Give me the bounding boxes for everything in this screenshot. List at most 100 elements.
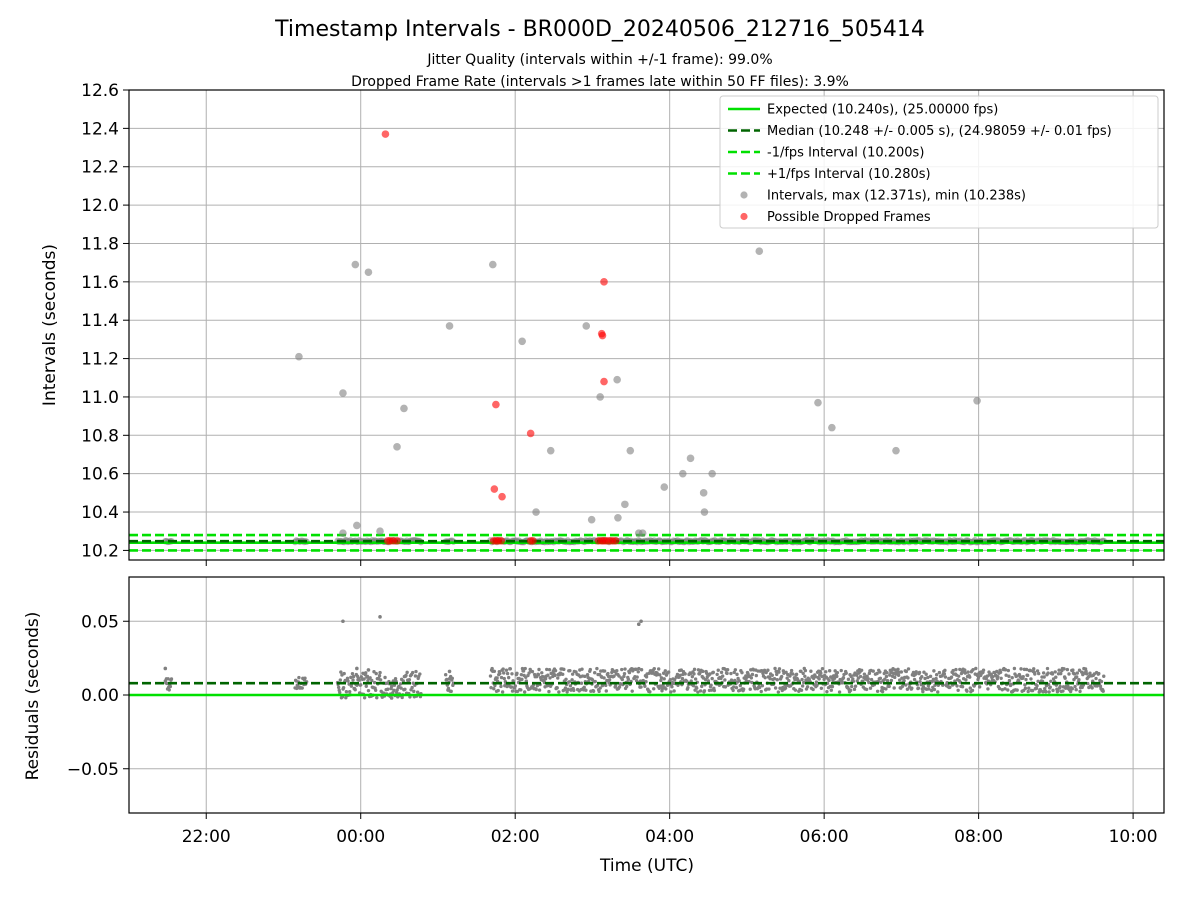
interval-point-32 [892, 446, 900, 455]
residual-point-4-429 [725, 671, 729, 676]
residual-point-4-139 [565, 690, 569, 694]
interval-point-24 [679, 469, 687, 478]
residual-point-4-96 [541, 675, 546, 679]
residual-point-4-93 [540, 671, 544, 675]
residual-point-4-440 [731, 688, 735, 693]
residual-point-2-78 [378, 678, 383, 682]
residual-point-4-269 [637, 666, 641, 671]
residual-point-4-459 [741, 687, 746, 691]
residual-point-2-98 [389, 684, 394, 689]
residual-point-4-0 [488, 674, 493, 678]
residual-point-4-795 [927, 687, 931, 691]
residual-point-4-980 [1029, 677, 1033, 681]
residual-point-4-528 [779, 674, 784, 679]
residual-point-4-193 [595, 666, 599, 671]
residual-point-4-356 [685, 679, 689, 684]
residual-point-4-875 [971, 667, 975, 672]
interval-point-11 [518, 337, 526, 346]
interval-point-30 [814, 398, 822, 407]
residual-point-4-974 [1025, 673, 1030, 678]
residual-point-4-62 [522, 690, 527, 694]
residual-point-2-16 [344, 689, 349, 694]
residual-point-2-136 [410, 670, 415, 675]
dropped-point-3 [598, 331, 607, 340]
residual-point-4-244 [623, 667, 627, 671]
residual-point-4-268 [636, 670, 640, 674]
residual-point-4-928 [1000, 688, 1004, 692]
dropped-point-12 [393, 537, 401, 545]
xtick-label-6: 10:00 [1109, 827, 1158, 847]
residual-point-4-1103 [1097, 671, 1101, 676]
residual-point-4-1056 [1071, 668, 1075, 672]
residual-point-4-1069 [1078, 689, 1082, 694]
residual-point-2-149 [418, 672, 422, 676]
residual-point-4-55 [519, 688, 523, 692]
residual-point-4-649 [846, 677, 851, 682]
residual-point-4-786 [922, 670, 926, 674]
residual-point-4-122 [556, 676, 560, 680]
residual-point-4-523 [777, 670, 781, 674]
residual-point-4-570 [803, 674, 807, 678]
residual-point-4-63 [523, 666, 527, 671]
residual-point-4-104 [546, 673, 550, 677]
plot-area-intervals [129, 130, 1164, 552]
residual-point-4-213 [606, 671, 610, 676]
residual-point-4-701 [875, 671, 879, 676]
residual-point-4-257 [630, 689, 634, 693]
interval-point-23 [660, 483, 669, 491]
residual-point-2-51 [364, 671, 368, 675]
residual-point-4-1033 [1058, 684, 1062, 689]
residual-point-4-498 [763, 675, 767, 680]
interval-point-1 [339, 389, 347, 397]
residual-point-2-122 [403, 687, 407, 691]
residual-point-4-993 [1036, 679, 1040, 684]
ytick-label-intervals-9: 12.0 [81, 196, 119, 216]
residual-point-4-685 [866, 677, 870, 681]
residual-point-4-1016 [1049, 679, 1053, 683]
residual-point-4-19 [499, 684, 503, 689]
residual-point-2-115 [399, 686, 403, 690]
residual-point-4-861 [963, 671, 968, 675]
residual-point-4-925 [998, 670, 1003, 674]
residual-point-4-475 [750, 672, 755, 677]
residual-point-1-13 [300, 686, 304, 690]
residual-point-4-954 [1014, 674, 1019, 678]
residual-point-4-750 [902, 679, 906, 683]
residual-point-2-12 [342, 671, 346, 676]
residual-point-4-585 [811, 687, 815, 692]
residual-point-4-1060 [1073, 684, 1077, 689]
residual-point-0-5 [166, 677, 170, 681]
ytick-label-intervals-8: 11.8 [81, 234, 119, 254]
residual-point-4-383 [700, 684, 704, 689]
residual-point-4-1004 [1042, 675, 1046, 679]
residual-point-2-138 [412, 689, 416, 694]
residual-point-4-239 [620, 677, 624, 682]
residual-point-4-171 [583, 674, 587, 679]
residual-point-4-1040 [1062, 667, 1066, 671]
residual-point-4-377 [696, 668, 701, 672]
residual-point-4-283 [644, 675, 649, 679]
residual-point-4-615 [827, 669, 832, 673]
residual-point-4-920 [996, 674, 1000, 679]
residual-point-4-87 [536, 672, 541, 677]
residual-point-2-56 [366, 688, 371, 693]
residual-point-4-310 [659, 676, 664, 680]
interval-point-25 [686, 454, 695, 463]
residual-point-4-862 [964, 678, 968, 682]
residual-point-4-844 [954, 667, 958, 672]
residual-point-4-1046 [1065, 667, 1070, 672]
residual-point-4-899 [984, 677, 988, 681]
residual-point-4-57 [520, 677, 524, 682]
residual-point-4-296 [652, 687, 656, 691]
residual-point-4-805 [932, 687, 937, 692]
residual-point-4-488 [757, 685, 762, 690]
residual-point-4-203 [600, 683, 605, 688]
residual-point-0-9 [168, 684, 173, 689]
residual-point-4-541 [787, 679, 791, 683]
residual-point-4-189 [593, 670, 597, 675]
residual-point-4-618 [829, 688, 834, 692]
residual-point-4-904 [987, 670, 991, 674]
residual-point-4-446 [734, 685, 739, 690]
residual-point-4-1029 [1056, 688, 1060, 693]
